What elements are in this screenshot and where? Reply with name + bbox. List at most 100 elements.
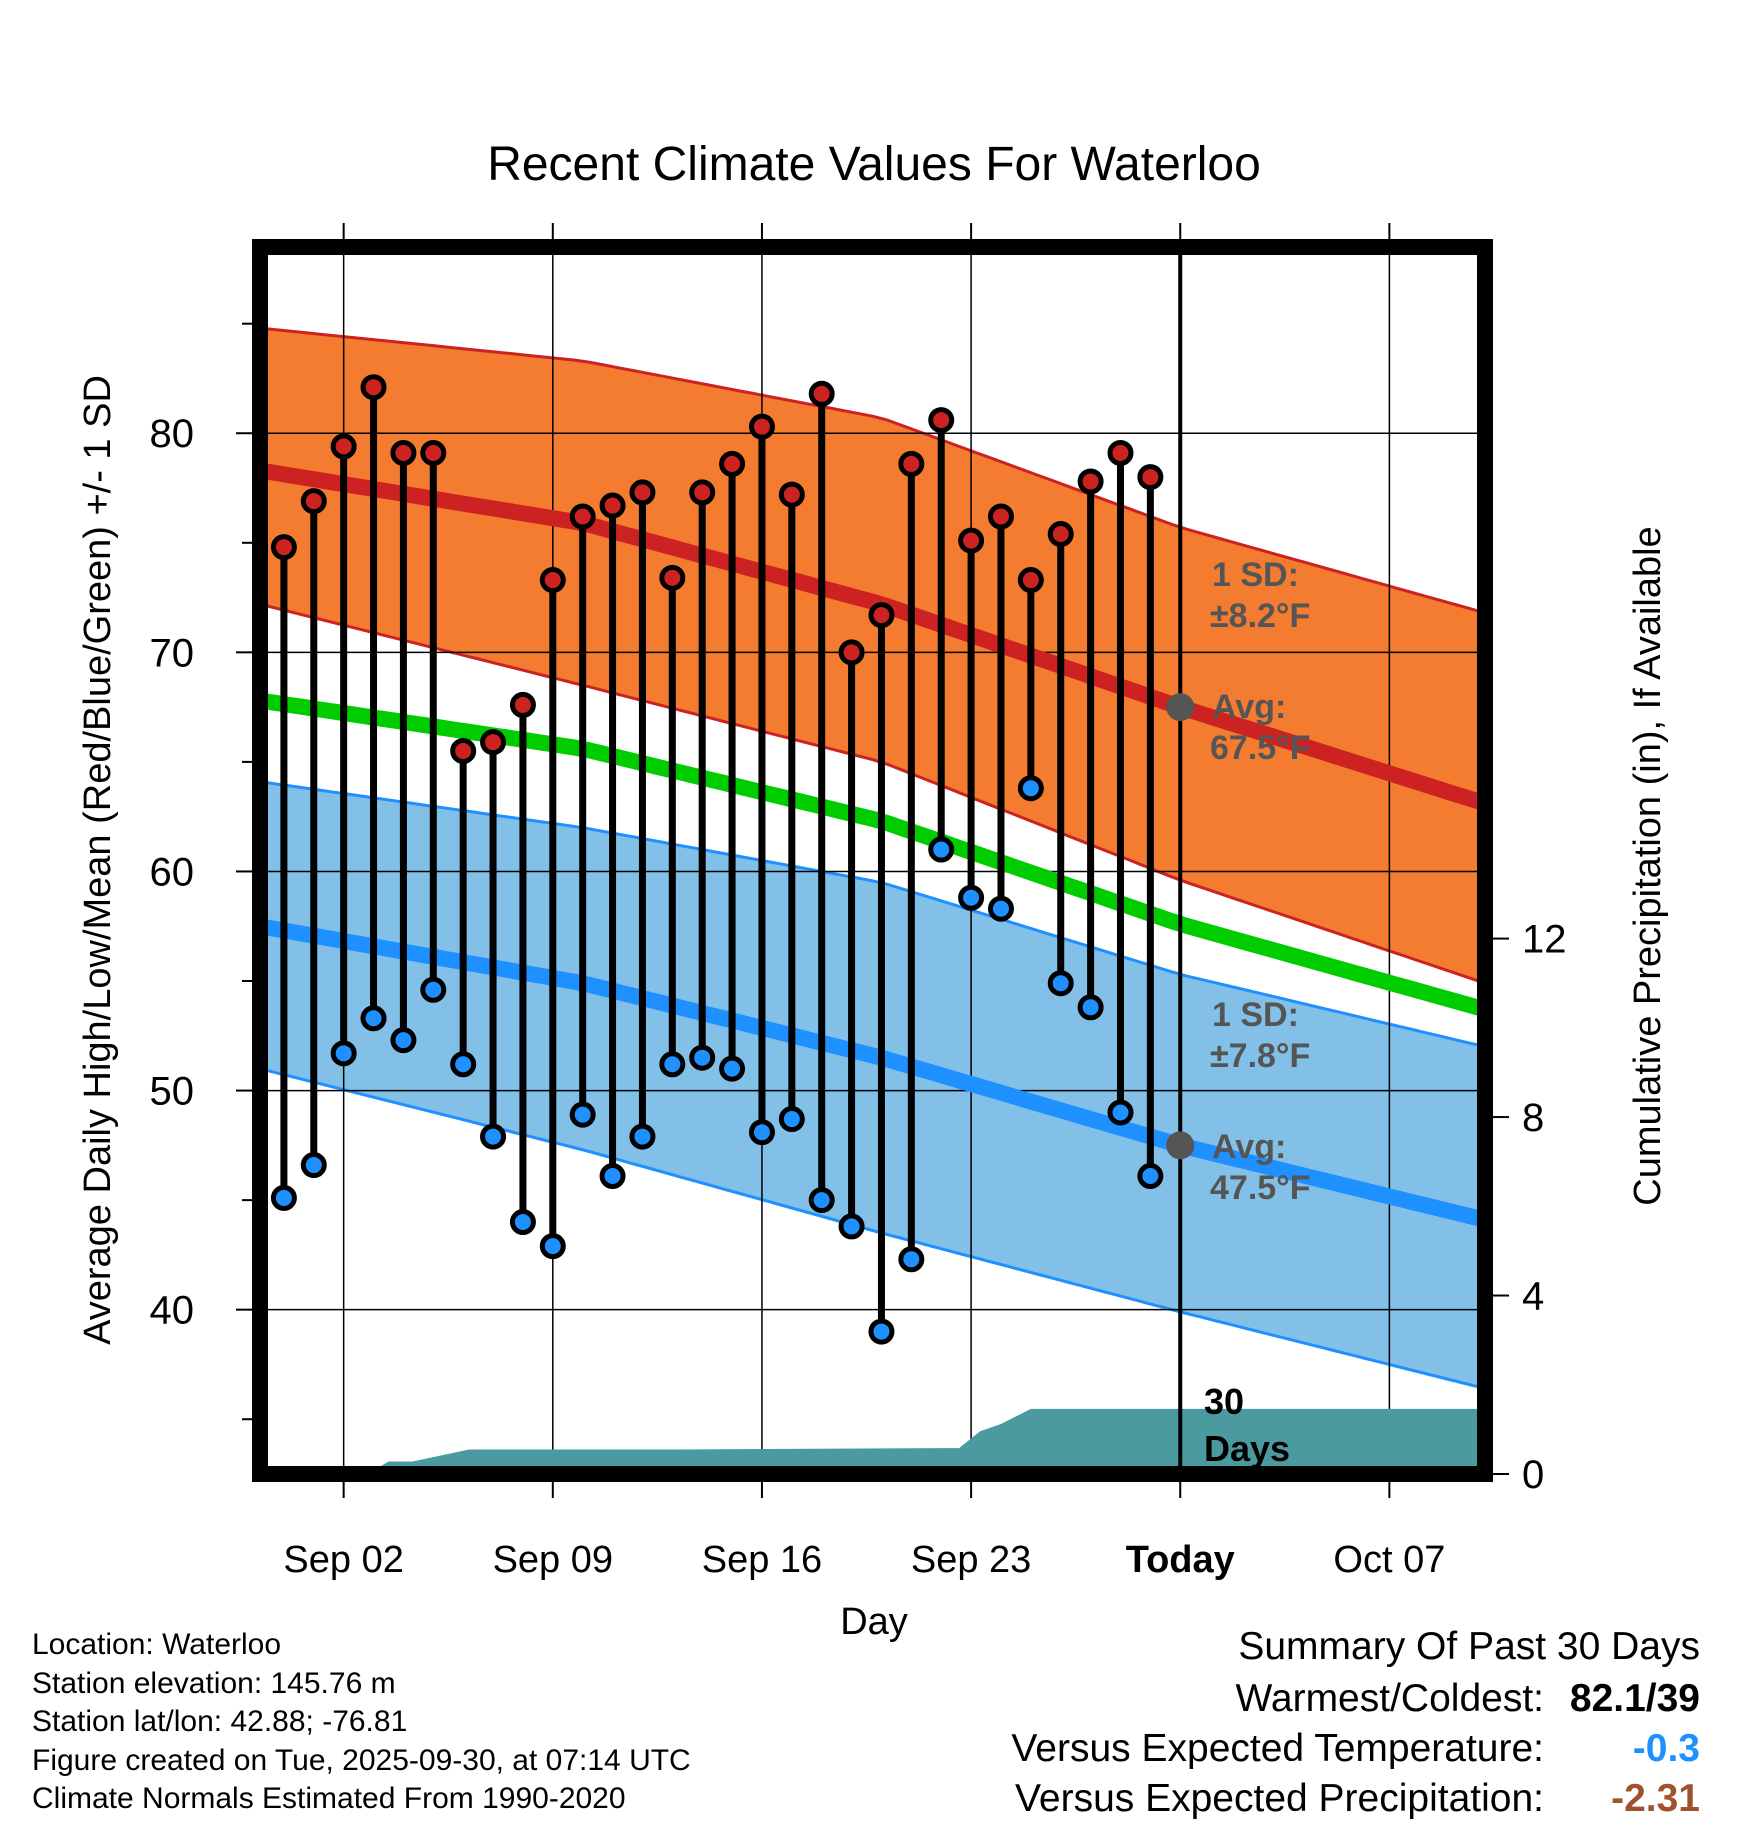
average-high-line <box>260 462 1485 812</box>
plot-frame <box>252 239 1493 1482</box>
daily-high-point <box>868 602 895 629</box>
low-minus-sd-line <box>260 1067 1485 1390</box>
daily-low-point <box>778 1106 805 1133</box>
daily-low-point <box>390 1027 417 1054</box>
daily-high-point <box>480 729 507 756</box>
daily-high-point <box>987 503 1014 530</box>
daily-low-point <box>928 836 955 863</box>
daily-low-point <box>300 1152 327 1179</box>
daily-bar-day-2 <box>300 488 327 1179</box>
expected-precipitation-value: -2.31 <box>1611 1777 1700 1820</box>
warmest-coldest-row: Warmest/Coldest: 82.1/39 <box>1011 1674 1700 1724</box>
x-axis-label: Day <box>840 1601 908 1643</box>
daily-high-point <box>599 492 626 519</box>
y-right-tick-label: 12 <box>1522 918 1567 962</box>
daily-bar-day-23 <box>928 407 955 863</box>
daily-bar-day-15 <box>689 479 716 1071</box>
y-right-tick-label: 0 <box>1522 1453 1544 1497</box>
daily-high-point <box>838 639 865 666</box>
daily-high-point <box>300 488 327 515</box>
expected-temperature-label: Versus Expected Temperature: <box>1011 1727 1544 1770</box>
daily-bar-day-6 <box>420 439 447 1003</box>
daily-low-point <box>1017 775 1044 802</box>
expected-temperature-row: Versus Expected Temperature: -0.3 <box>1011 1724 1700 1774</box>
daily-low-point <box>420 976 447 1003</box>
daily-high-point <box>509 691 536 718</box>
daily-low-point <box>270 1184 297 1211</box>
daily-high-point <box>360 374 387 401</box>
daily-bar-day-12 <box>599 492 626 1190</box>
daily-low-point <box>838 1213 865 1240</box>
daily-high-point <box>958 527 985 554</box>
daily-low-point <box>599 1163 626 1190</box>
location-text: Location: Waterloo <box>32 1628 282 1661</box>
daily-bar-day-30 <box>1137 464 1164 1190</box>
daily-high-point <box>898 450 925 477</box>
daily-bar-day-16 <box>719 450 746 1082</box>
daily-bar-day-11 <box>569 503 596 1128</box>
daily-high-point <box>778 481 805 508</box>
normal-bands <box>260 326 1485 1390</box>
annotations: 1 SD: ±8.2°F Avg: 67.5°F 1 SD: ±7.8°F Av… <box>1204 556 1311 1469</box>
daily-bar-day-20 <box>838 639 865 1240</box>
daily-high-point <box>808 380 835 407</box>
daily-high-point <box>689 479 716 506</box>
daily-bar-day-14 <box>659 564 686 1078</box>
daily-high-point <box>1017 567 1044 594</box>
high-avg-value: 67.5°F <box>1210 729 1311 767</box>
plot-area: 1 SD: ±8.2°F Avg: 67.5°F 1 SD: ±7.8°F Av… <box>260 247 1485 1474</box>
daily-low-point <box>1047 970 1074 997</box>
daily-high-point <box>270 534 297 561</box>
daily-low-point <box>1107 1099 1134 1126</box>
daily-bar-day-27 <box>1047 521 1074 997</box>
axes: 40 50 60 70 80 0 4 8 12 Sep 02 Sep 09 Sep 16 Sep 23 T… <box>150 223 1567 1581</box>
daily-bar-day-1 <box>270 534 297 1211</box>
daily-bar-day-8 <box>480 729 507 1150</box>
y-right-tick-label: 4 <box>1522 1275 1544 1319</box>
low-sd-value: ±7.8°F <box>1210 1037 1310 1075</box>
daily-high-point <box>1047 521 1074 548</box>
average-markers <box>1166 693 1195 1160</box>
y-tick-label: 60 <box>150 850 195 894</box>
daily-low-point <box>539 1233 566 1260</box>
y-tick-label: 70 <box>150 631 195 675</box>
high-avg-label: Avg: <box>1212 688 1286 726</box>
x-tick-label: Sep 02 <box>283 1539 403 1581</box>
days-number-label: 30 <box>1204 1381 1244 1422</box>
average-mean-line <box>260 692 1485 1018</box>
x-tick-label: Sep 23 <box>911 1539 1031 1581</box>
daily-bar-day-22 <box>898 450 925 1273</box>
daily-high-point <box>330 433 357 460</box>
expected-precipitation-row: Versus Expected Precipitation: -2.31 <box>1011 1774 1700 1824</box>
x-tick-label: Sep 09 <box>493 1539 613 1581</box>
summary-title: Summary Of Past 30 Days <box>1238 1625 1700 1668</box>
daily-low-point <box>659 1051 686 1078</box>
expected-precipitation-label: Versus Expected Precipitation: <box>1015 1777 1544 1820</box>
daily-high-point <box>569 503 596 530</box>
daily-low-point <box>569 1101 596 1128</box>
expected-temperature-value: -0.3 <box>1632 1727 1700 1770</box>
summary-panel: Summary Of Past 30 Days Warmest/Coldest:… <box>1011 1622 1700 1824</box>
daily-bar-day-7 <box>450 737 477 1078</box>
daily-bar-day-18 <box>778 481 805 1133</box>
daily-low-point <box>898 1246 925 1273</box>
daily-bar-day-21 <box>868 602 895 1345</box>
daily-high-point <box>539 567 566 594</box>
daily-high-point <box>719 450 746 477</box>
y-right-tick-label: 8 <box>1522 1096 1544 1140</box>
created-text: Figure created on Tue, 2025-09-30, at 07… <box>32 1743 691 1777</box>
high-sd-label: 1 SD: <box>1212 556 1299 594</box>
daily-bar-day-26 <box>1017 567 1044 802</box>
daily-low-point <box>808 1187 835 1214</box>
daily-bar-day-24 <box>958 527 985 911</box>
daily-high-point <box>1107 439 1134 466</box>
precipitation-area <box>260 1408 1485 1474</box>
today-low-average-marker <box>1166 1131 1195 1160</box>
daily-low-point <box>958 884 985 911</box>
normals-text: Climate Normals Estimated From 1990-2020 <box>32 1782 626 1815</box>
low-avg-value: 47.5°F <box>1210 1169 1311 1207</box>
daily-bar-day-3 <box>330 433 357 1067</box>
y-tick-label: 40 <box>150 1289 195 1333</box>
daily-high-point <box>659 564 686 591</box>
